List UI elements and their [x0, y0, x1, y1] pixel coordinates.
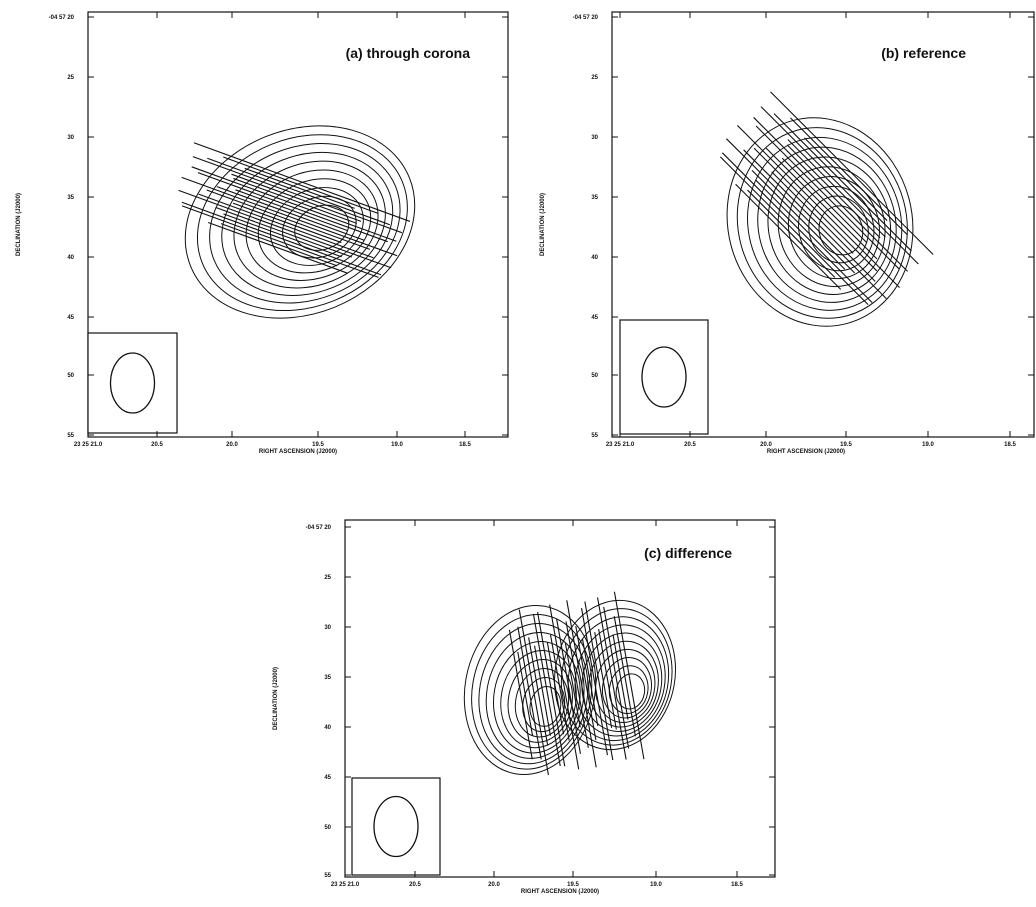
y-tick-label: 45 [324, 775, 331, 781]
y-tick-label: 50 [324, 825, 331, 831]
y-tick-label: 30 [591, 135, 598, 141]
polarization-vector [217, 187, 364, 241]
y-tick-label: 35 [591, 195, 598, 201]
x-tick-label: 19.0 [650, 882, 662, 888]
y-tick-label: 45 [591, 315, 598, 321]
y-tick-label: 40 [67, 255, 74, 261]
x-tick-label: 20.5 [151, 442, 163, 448]
y-tick-label: 25 [324, 575, 331, 581]
y-axis-label: DECLINATION (J2000) [16, 193, 22, 256]
polarization-vector [787, 145, 880, 238]
y-tick-label: -04 57 20 [49, 15, 75, 21]
y-tick-label: 55 [324, 873, 331, 879]
panel-title: (a) through corona [346, 45, 471, 61]
beam-box [620, 320, 708, 434]
y-axis-label: DECLINATION (J2000) [273, 667, 279, 730]
x-tick-label: 19.5 [840, 442, 852, 448]
y-tick-label: 30 [67, 135, 74, 141]
panel-title: (c) difference [644, 545, 732, 561]
x-tick-label: 18.5 [1004, 442, 1016, 448]
beam-box [352, 778, 440, 875]
polarization-vector [576, 626, 596, 740]
polarization-vector [518, 627, 541, 760]
polarization-vector [756, 180, 845, 269]
y-tick-label: -04 57 20 [573, 15, 599, 21]
x-tick-label: 20.5 [684, 442, 696, 448]
contour [753, 143, 906, 308]
panel-title: (b) reference [881, 45, 966, 61]
panel: -04 57 20 25 30 35 40 45 50 55 23 25 21.0 20.5 20.… [540, 12, 1034, 455]
x-tick-label: 19.0 [391, 442, 403, 448]
y-tick-label: 35 [324, 675, 331, 681]
y-tick-label: 40 [591, 255, 598, 261]
x-axis-label: RIGHT ASCENSION (J2000) [259, 449, 337, 455]
polarization-vector [790, 118, 907, 235]
polarization-vector [518, 652, 533, 736]
x-axis-label: RIGHT ASCENSION (J2000) [521, 889, 599, 895]
x-tick-label: 23 25 21.0 [606, 442, 635, 448]
x-axis-label: RIGHT ASCENSION (J2000) [767, 449, 845, 455]
polarization-vector [182, 177, 398, 255]
beam-box [88, 333, 177, 433]
polarization-vector [737, 125, 899, 287]
x-tick-label: 23 25 21.0 [74, 442, 103, 448]
polarization-vector [722, 153, 872, 303]
y-tick-label: 45 [67, 315, 74, 321]
x-tick-label: 20.0 [488, 882, 500, 888]
polarization-vector [519, 609, 548, 775]
x-tick-label: 20.0 [226, 442, 238, 448]
x-tick-label: 18.5 [459, 442, 471, 448]
polarization-vector [772, 172, 854, 254]
y-tick-label: 25 [591, 75, 598, 81]
y-tick-label: 50 [67, 373, 74, 379]
y-tick-label: 25 [67, 75, 74, 81]
y-axis-label: DECLINATION (J2000) [540, 193, 546, 256]
y-tick-label: 40 [324, 725, 331, 731]
x-tick-label: 20.5 [409, 882, 421, 888]
polarization-vector [221, 224, 337, 266]
x-tick-label: 20.0 [760, 442, 772, 448]
polarization-vector [726, 139, 886, 299]
contour [789, 178, 883, 279]
polarization-vector [509, 630, 532, 759]
polarization-vector [766, 148, 877, 259]
y-tick-label: -04 57 20 [306, 525, 332, 531]
polarization-vector [198, 173, 388, 242]
y-tick-label: 55 [591, 433, 598, 439]
x-tick-label: 19.5 [567, 882, 579, 888]
x-tick-label: 23 25 21.0 [331, 882, 360, 888]
y-tick-label: 30 [324, 625, 331, 631]
polarization-vector [550, 605, 579, 770]
polarization-vector [771, 92, 934, 255]
x-tick-label: 19.0 [922, 442, 934, 448]
y-tick-label: 35 [67, 195, 74, 201]
y-tick-label: 50 [591, 373, 598, 379]
figure: -04 57 202530354045505523 25 21.020.520.… [0, 0, 1036, 907]
polarization-vector [744, 150, 876, 282]
x-tick-label: 19.5 [312, 442, 324, 448]
y-tick-label: 55 [67, 433, 74, 439]
x-tick-label: 18.5 [731, 882, 743, 888]
polarization-vector [613, 634, 628, 719]
polarization-vector [223, 214, 341, 257]
